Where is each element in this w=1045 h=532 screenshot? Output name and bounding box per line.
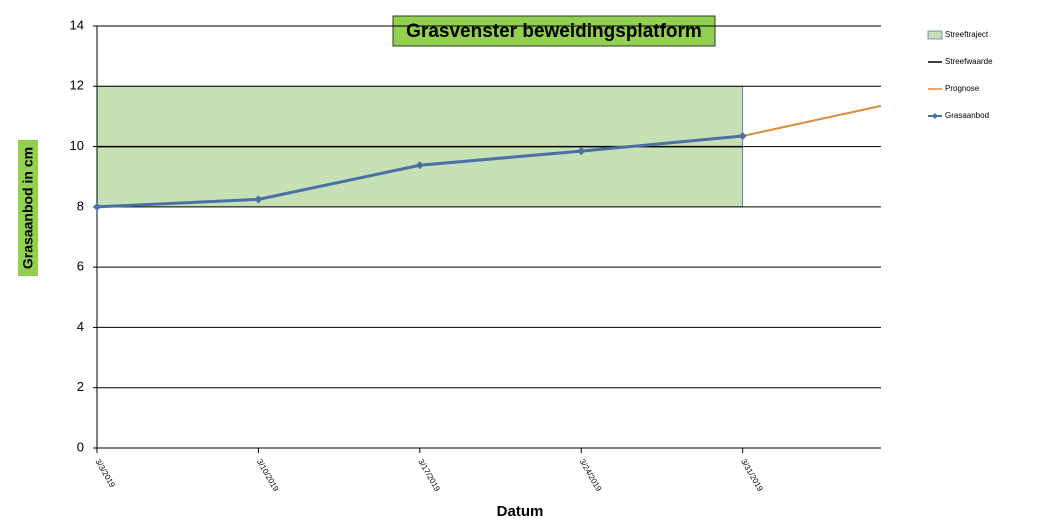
legend: Streeftraject Streefwaarde Prognose Gras… — [927, 30, 993, 120]
y-tick-label: 6 — [77, 259, 84, 274]
legend-label: Streeftraject — [945, 30, 989, 39]
x-tick-label: 3/31/2019 — [739, 458, 765, 494]
x-tick-label: 3/10/2019 — [255, 458, 281, 494]
legend-label: Prognose — [945, 84, 980, 93]
data-point — [577, 147, 586, 156]
y-tick-label: 2 — [77, 379, 84, 394]
y-tick-label: 4 — [77, 319, 84, 334]
y-tick-label: 0 — [77, 439, 84, 454]
y-tick-label: 14 — [70, 17, 84, 32]
legend-label: Streefwaarde — [945, 57, 993, 66]
x-tick-label: 3/24/2019 — [578, 458, 604, 494]
data-point — [415, 161, 424, 170]
x-axis-label: Datum — [497, 503, 544, 520]
data-point — [93, 202, 101, 211]
y-label-box — [18, 140, 38, 276]
legend-label: Grasaanbod — [945, 111, 989, 120]
chart-title: Grasvenster beweidingsplatform — [406, 21, 702, 42]
x-tick-label: 3/17/2019 — [416, 458, 442, 494]
y-tick-label: 10 — [70, 138, 84, 153]
y-axis-label: Grasaanbod in cm — [20, 147, 36, 269]
legend-swatch — [932, 113, 938, 119]
series-line — [742, 104, 882, 137]
data-point — [738, 132, 747, 141]
legend-swatch — [927, 30, 943, 40]
data-point — [254, 195, 263, 204]
title-box — [392, 15, 716, 47]
y-tick-label: 12 — [70, 78, 84, 93]
x-tick-label: 3/3/2019 — [93, 458, 117, 490]
y-tick-label: 8 — [77, 198, 84, 213]
